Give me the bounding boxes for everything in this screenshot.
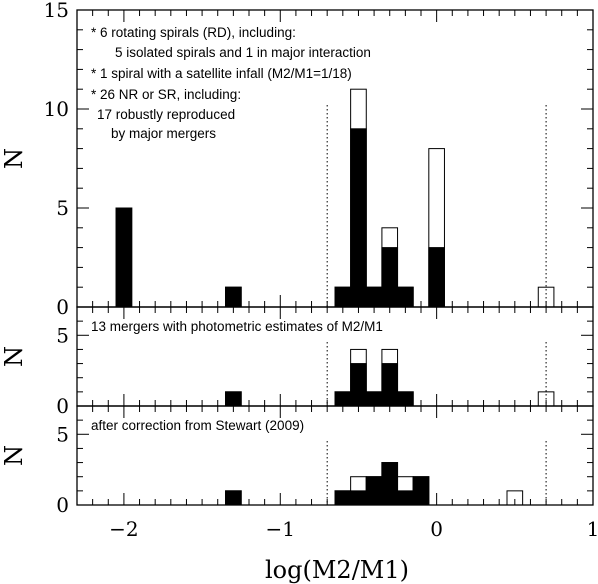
annotation-p1: 5 isolated spirals and 1 in major intera… [115, 45, 371, 60]
bar-solid-p3 [381, 462, 399, 506]
annotation-p1: * 26 NR or SR, including: [91, 87, 241, 102]
y-axis-title-p1: N [0, 148, 28, 169]
bar-solid-p1 [350, 128, 367, 308]
x-tick-label: 0 [430, 517, 443, 541]
y-tick-label: 5 [56, 422, 69, 446]
bar-solid-p2 [381, 363, 399, 407]
y-tick-label: 5 [56, 323, 69, 347]
x-tick-label: −2 [109, 517, 138, 541]
y-tick-label: 10 [44, 97, 69, 121]
bar-solid-p1 [381, 247, 399, 308]
annotation-p1: by major mergers [111, 126, 216, 141]
annotation-p1: * 1 spiral with a satellite infall (M2/M… [91, 66, 352, 81]
y-tick-label: 0 [56, 394, 69, 418]
bar-solid-p2 [350, 363, 367, 407]
y-tick-label: 0 [56, 295, 69, 319]
panel-frame-3 [76, 405, 594, 506]
y-tick-label: 0 [56, 493, 69, 517]
x-tick-label: 1 [587, 517, 598, 541]
y-axis-title-p2: N [0, 346, 28, 367]
x-tick-label: −1 [266, 517, 295, 541]
annotation-p1: 17 robustly reproduced [97, 107, 235, 122]
y-tick-label: 5 [56, 196, 69, 220]
y-tick-label: 15 [44, 0, 69, 22]
annotation-p2: 13 mergers with photometric estimates of… [91, 319, 383, 334]
x-axis-title: log(M2/M1) [265, 556, 409, 584]
annotation-p3: after correction from Stewart (2009) [91, 418, 304, 433]
y-axis-title-p3: N [0, 445, 28, 466]
annotation-p1: * 6 rotating spirals (RD), including: [91, 25, 296, 40]
bar-solid-p1 [115, 207, 133, 308]
